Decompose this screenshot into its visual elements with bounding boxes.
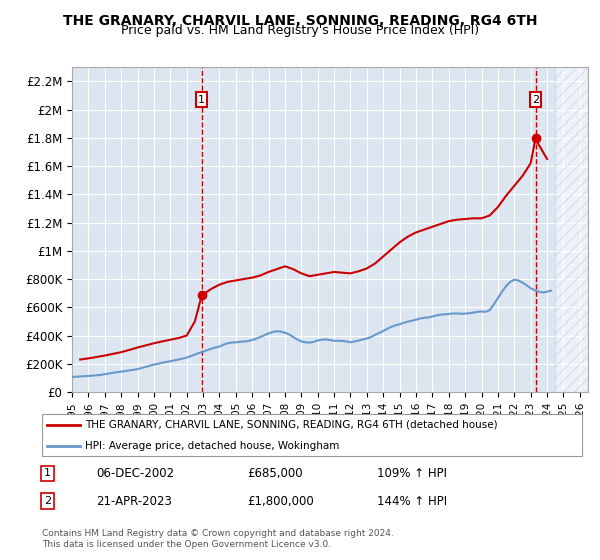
- Text: 1: 1: [44, 468, 51, 478]
- Text: 2: 2: [532, 95, 539, 105]
- Text: 1: 1: [198, 95, 205, 105]
- Text: Price paid vs. HM Land Registry's House Price Index (HPI): Price paid vs. HM Land Registry's House …: [121, 24, 479, 36]
- FancyBboxPatch shape: [42, 414, 582, 456]
- Text: £685,000: £685,000: [247, 467, 303, 480]
- Text: 109% ↑ HPI: 109% ↑ HPI: [377, 467, 447, 480]
- Bar: [555, 67, 588, 392]
- Text: 06-DEC-2002: 06-DEC-2002: [96, 467, 174, 480]
- Text: Contains HM Land Registry data © Crown copyright and database right 2024.
This d: Contains HM Land Registry data © Crown c…: [42, 529, 394, 549]
- Text: 21-APR-2023: 21-APR-2023: [96, 494, 172, 507]
- Text: THE GRANARY, CHARVIL LANE, SONNING, READING, RG4 6TH: THE GRANARY, CHARVIL LANE, SONNING, READ…: [63, 14, 537, 28]
- Text: 2: 2: [44, 496, 51, 506]
- Text: 144% ↑ HPI: 144% ↑ HPI: [377, 494, 447, 507]
- Text: THE GRANARY, CHARVIL LANE, SONNING, READING, RG4 6TH (detached house): THE GRANARY, CHARVIL LANE, SONNING, READ…: [85, 420, 498, 430]
- Text: HPI: Average price, detached house, Wokingham: HPI: Average price, detached house, Woki…: [85, 441, 340, 451]
- Text: £1,800,000: £1,800,000: [247, 494, 314, 507]
